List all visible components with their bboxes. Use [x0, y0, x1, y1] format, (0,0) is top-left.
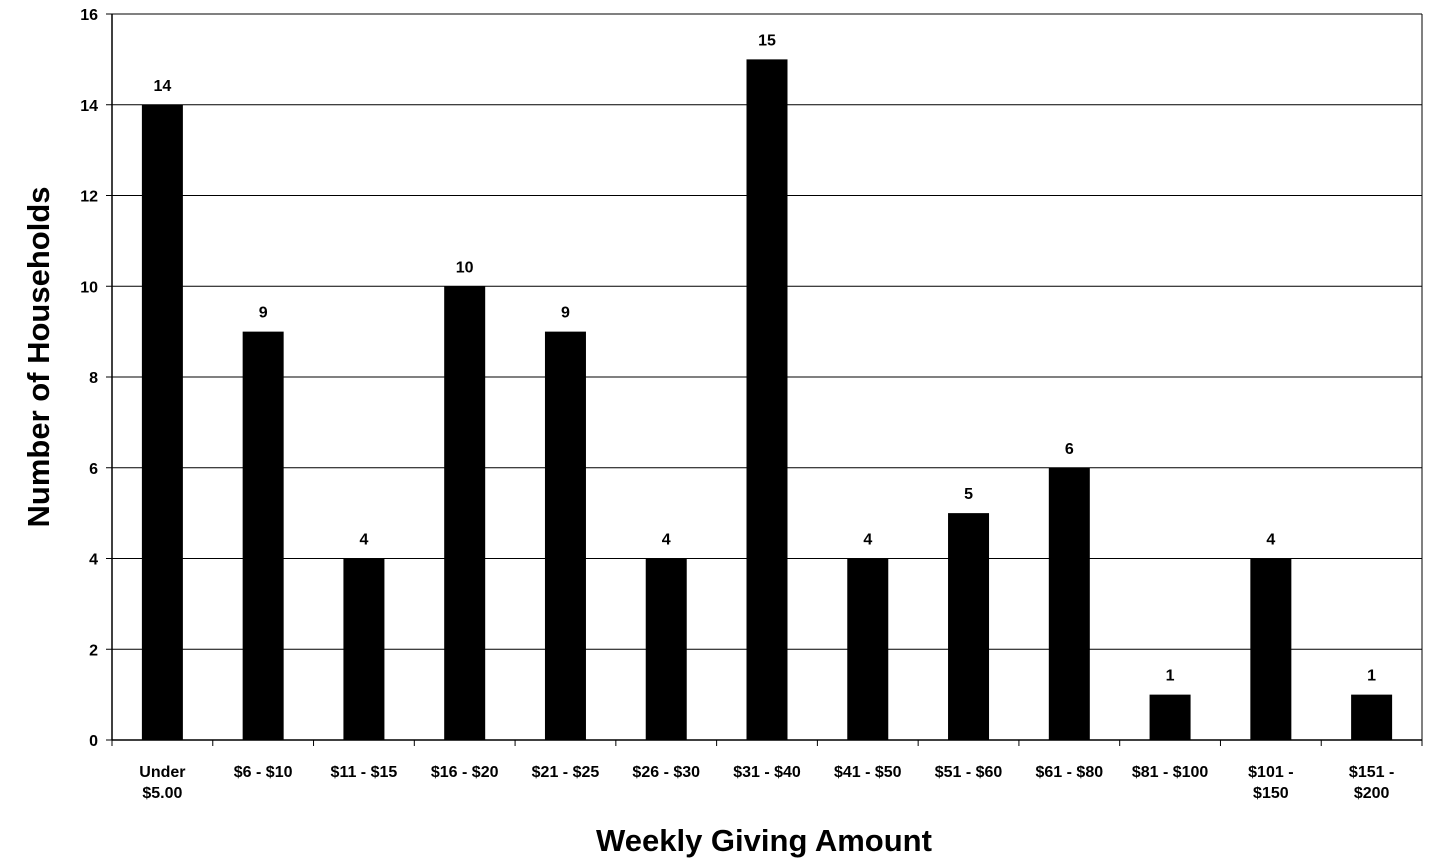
x-tick-label-line: $31 - $40 [733, 764, 801, 781]
x-tick-label-line: $5.00 [142, 785, 182, 802]
bar [1048, 467, 1090, 740]
x-tick-label: $11 - $15 [331, 764, 398, 781]
data-label: 4 [359, 532, 368, 549]
bar [1351, 694, 1393, 740]
x-tick-label: $151 - $200 [1349, 764, 1394, 802]
data-label: 4 [662, 532, 671, 549]
x-tick-label: $51 - $60 [935, 764, 1003, 781]
bars [141, 59, 1393, 740]
bar [948, 513, 990, 740]
y-axis-title: Number of Households [21, 186, 56, 527]
x-tick-label-line: $21 - $25 [532, 764, 600, 781]
axes [106, 13, 1423, 746]
x-tick-label: $21 - $25 [532, 764, 600, 781]
x-tick-label-line: $11 - $15 [331, 764, 398, 781]
x-tick-label-line: $51 - $60 [935, 764, 1003, 781]
x-tick-label: $6 - $10 [234, 764, 293, 781]
x-tick-label-line: $81 - $100 [1132, 764, 1209, 781]
y-tick-label: 4 [89, 552, 98, 569]
x-tick-label-line: $101 - [1248, 764, 1293, 781]
y-tick-label: 16 [80, 7, 98, 24]
x-tick-label: $26 - $30 [632, 764, 700, 781]
x-tick-label: $41 - $50 [834, 764, 902, 781]
y-tick-labels: 0 2 4 6 8 10 12 14 16 [80, 7, 98, 750]
data-label: 1 [1367, 668, 1376, 685]
bar [645, 558, 687, 740]
x-tick-labels: Under $5.00 $6 - $10 $11 - $15 $16 - $20 $21 … [139, 764, 1394, 802]
y-tick-label: 6 [89, 461, 98, 478]
x-tick-label-line: $41 - $50 [834, 764, 902, 781]
data-label: 5 [964, 486, 973, 503]
x-tick-label-line: $16 - $20 [431, 764, 499, 781]
y-tick-label: 8 [89, 370, 98, 387]
bar [1149, 694, 1191, 740]
data-label: 14 [153, 78, 171, 95]
bar [847, 558, 889, 740]
bar [746, 59, 788, 740]
bar [444, 286, 486, 740]
x-tick-label: $16 - $20 [431, 764, 499, 781]
x-tick-label-line: Under [139, 764, 185, 781]
y-tick-label: 2 [89, 642, 98, 659]
y-tick-label: 0 [89, 733, 98, 750]
data-label: 9 [259, 305, 268, 322]
bar [1250, 558, 1292, 740]
x-tick-label: $81 - $100 [1132, 764, 1209, 781]
x-tick-label: Under $5.00 [139, 764, 185, 802]
data-label: 4 [863, 532, 872, 549]
bar [242, 331, 284, 740]
x-tick-label-line: $150 [1253, 785, 1289, 802]
x-tick-label-line: $6 - $10 [234, 764, 293, 781]
bar [544, 331, 586, 740]
y-tick-label: 10 [80, 279, 98, 296]
x-tick-label-line: $200 [1354, 785, 1390, 802]
data-label: 10 [456, 259, 474, 276]
x-tick-label-line: $26 - $30 [632, 764, 700, 781]
x-tick-label-line: $61 - $80 [1036, 764, 1104, 781]
data-label: 4 [1266, 532, 1275, 549]
y-tick-label: 12 [80, 189, 98, 206]
x-tick-label-line: $151 - [1349, 764, 1394, 781]
data-label: 6 [1065, 441, 1074, 458]
data-label: 9 [561, 305, 570, 322]
bar [141, 104, 183, 740]
x-axis-title: Weekly Giving Amount [596, 823, 932, 858]
x-tick-label: $31 - $40 [733, 764, 801, 781]
x-tick-label: $101 - $150 [1248, 764, 1293, 802]
y-tick-label: 14 [80, 98, 98, 115]
x-tick-label: $61 - $80 [1036, 764, 1104, 781]
data-label: 15 [758, 32, 776, 49]
data-label: 1 [1166, 668, 1175, 685]
bar [343, 558, 385, 740]
